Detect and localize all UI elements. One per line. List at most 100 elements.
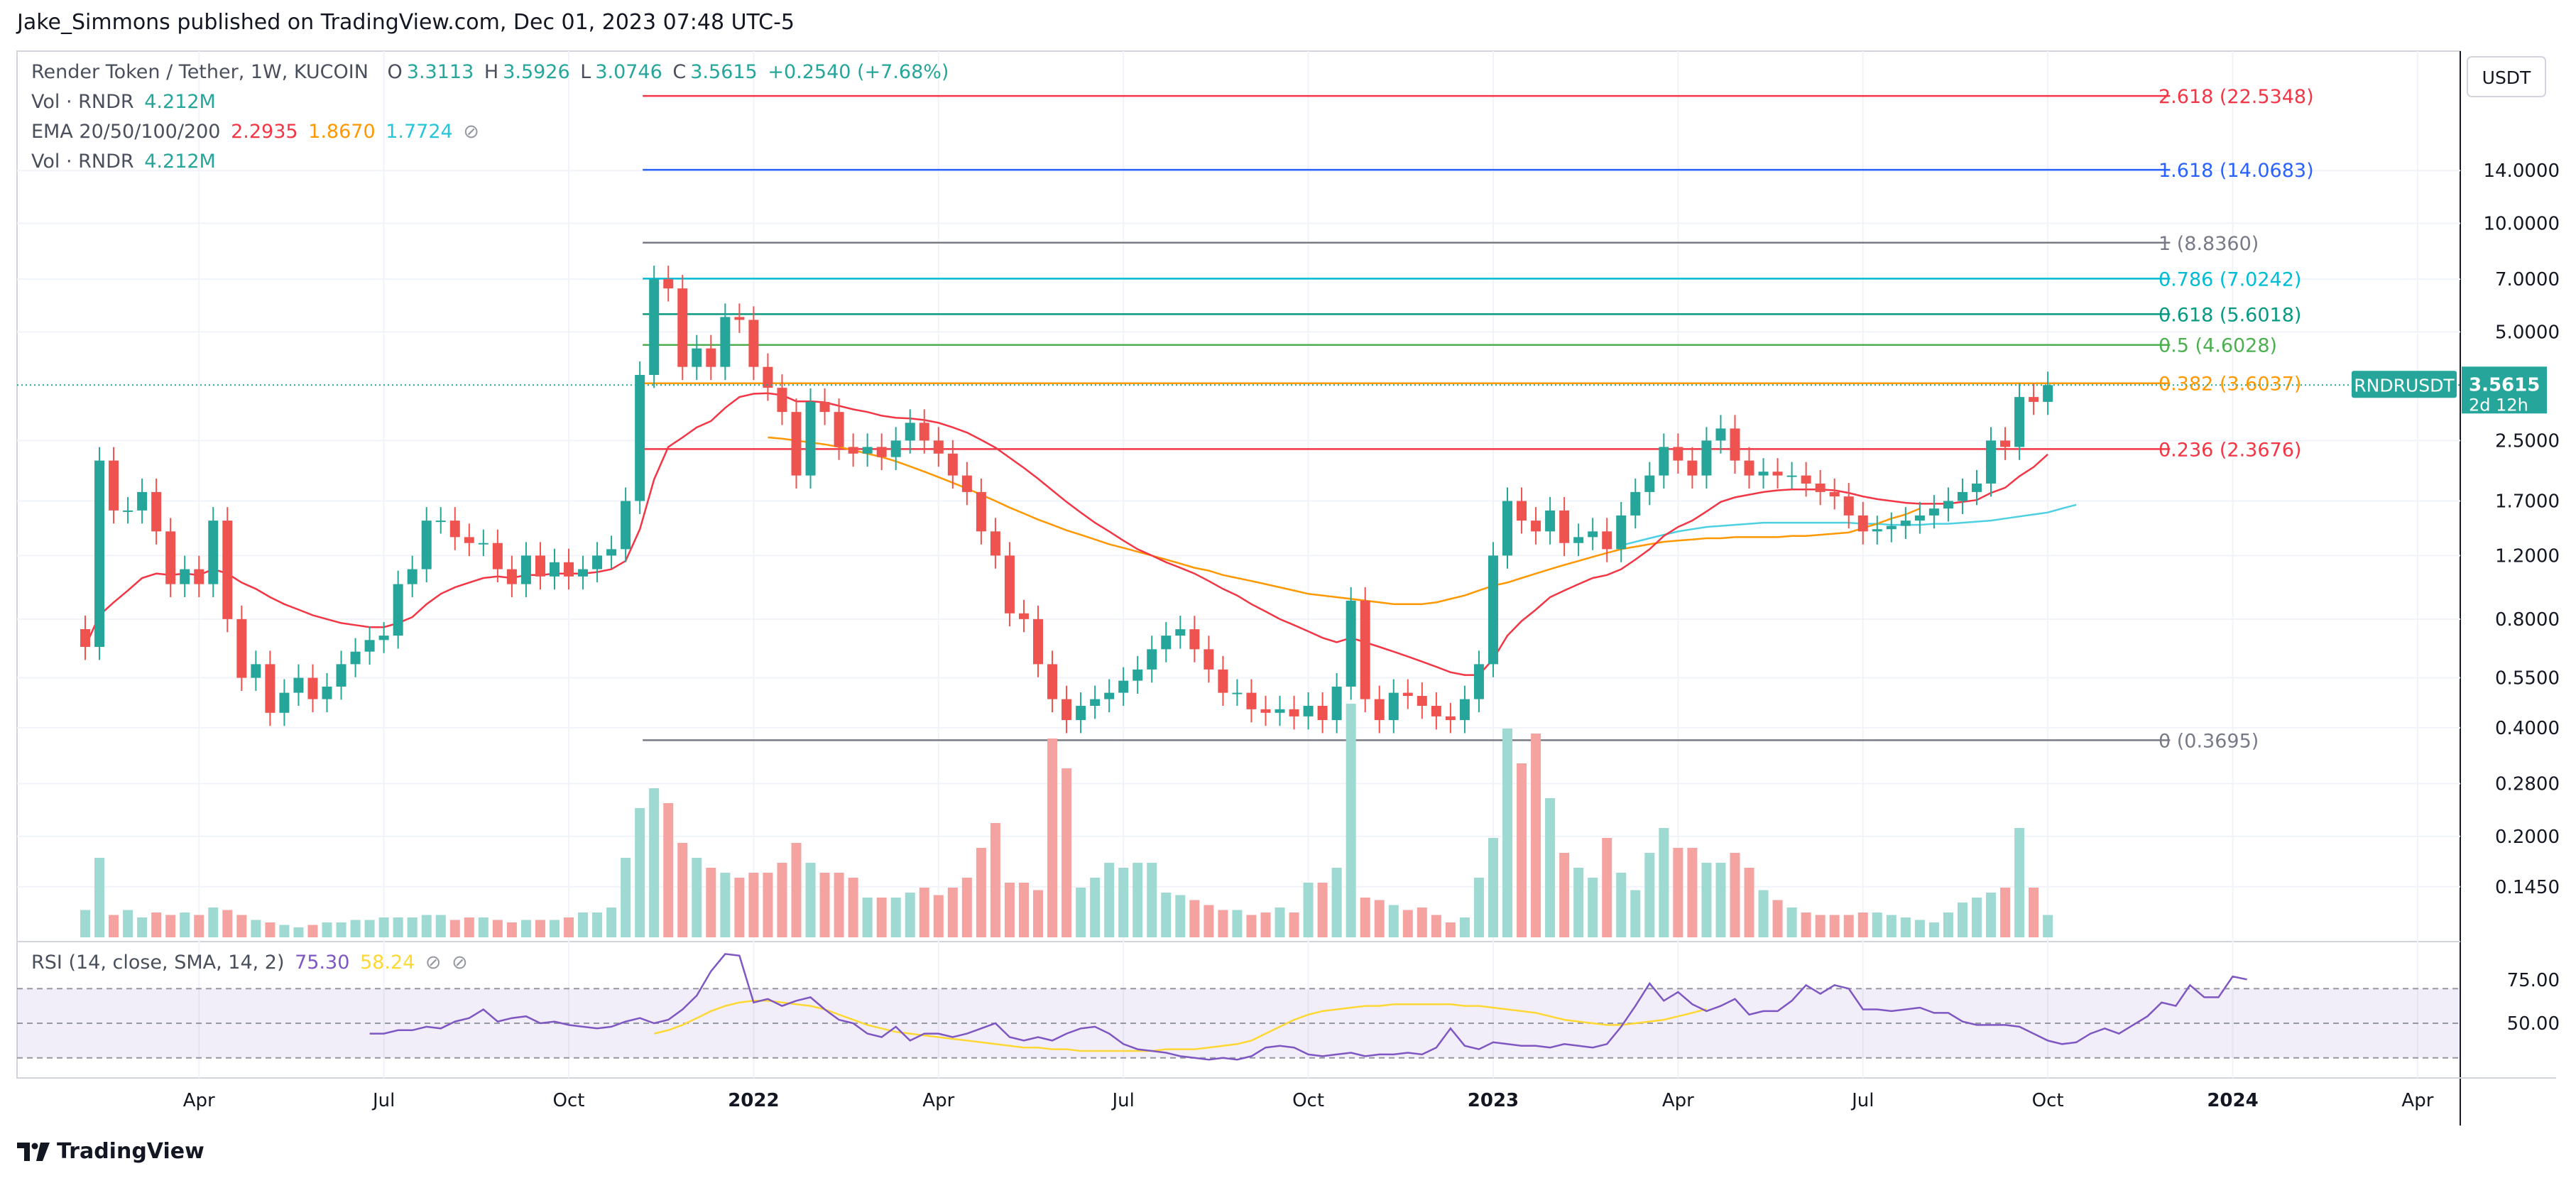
candle-body[interactable] — [364, 640, 375, 652]
candle-body[interactable] — [1473, 664, 1484, 699]
candle-body[interactable] — [1289, 709, 1299, 716]
candle-body[interactable] — [905, 423, 915, 441]
candle-body[interactable] — [435, 521, 446, 523]
candle-body[interactable] — [80, 628, 90, 647]
candle-body[interactable] — [649, 279, 660, 375]
candle-body[interactable] — [1076, 705, 1086, 721]
candle-body[interactable] — [1573, 537, 1584, 543]
candle-body[interactable] — [1801, 475, 1811, 484]
tradingview-brand[interactable]: TradingView — [17, 1139, 204, 1164]
candle-body[interactable] — [1459, 699, 1470, 721]
candle-body[interactable] — [1033, 618, 1044, 665]
candle-body[interactable] — [350, 651, 361, 665]
candle-body[interactable] — [236, 618, 247, 678]
candle-body[interactable] — [1616, 515, 1627, 550]
candle-body[interactable] — [621, 501, 631, 550]
candle-body[interactable] — [763, 366, 773, 388]
candle-body[interactable] — [251, 664, 261, 678]
last-price-tag[interactable] — [2462, 366, 2547, 414]
candle-body[interactable] — [449, 521, 460, 538]
symbol-title[interactable]: Render Token / Tether, 1W, KUCOIN — [31, 61, 369, 83]
candle-body[interactable] — [1360, 600, 1370, 699]
candle-body[interactable] — [1517, 501, 1527, 521]
candle-body[interactable] — [549, 562, 560, 577]
candle-body[interactable] — [1588, 531, 1598, 538]
candle-body[interactable] — [1545, 510, 1556, 532]
candle-body[interactable] — [1331, 686, 1342, 721]
candle-body[interactable] — [1758, 472, 1769, 476]
candle-body[interactable] — [506, 569, 517, 584]
candle-body[interactable] — [1914, 515, 1925, 521]
candle-body[interactable] — [592, 555, 603, 570]
candle-body[interactable] — [1246, 692, 1257, 709]
candle-body[interactable] — [1133, 669, 1143, 681]
candle-body[interactable] — [94, 460, 105, 647]
candle-body[interactable] — [1843, 496, 1854, 516]
candle-body[interactable] — [862, 447, 873, 454]
candle-body[interactable] — [1118, 680, 1129, 693]
candle-body[interactable] — [393, 584, 403, 636]
candle-body[interactable] — [478, 543, 489, 545]
candle-body[interactable] — [1943, 501, 1953, 509]
candle-body[interactable] — [564, 562, 574, 577]
candle-body[interactable] — [919, 423, 929, 441]
candle-body[interactable] — [1260, 709, 1271, 713]
candle-body[interactable] — [1417, 696, 1427, 706]
candle-body[interactable] — [222, 521, 233, 619]
candle-body[interactable] — [1701, 440, 1712, 476]
candle-body[interactable] — [1218, 669, 1228, 693]
candle-body[interactable] — [692, 348, 702, 367]
candle-body[interactable] — [407, 569, 417, 584]
candle-body[interactable] — [876, 447, 887, 457]
candle-body[interactable] — [1431, 705, 1441, 716]
candle-body[interactable] — [2029, 397, 2039, 402]
candle-body[interactable] — [520, 555, 531, 584]
candle-body[interactable] — [1986, 440, 1997, 484]
candle-body[interactable] — [1445, 716, 1456, 721]
candle-body[interactable] — [663, 279, 674, 289]
candle-body[interactable] — [1602, 531, 1612, 550]
candle-body[interactable] — [1275, 709, 1285, 713]
candle-body[interactable] — [151, 491, 162, 532]
vol-label[interactable]: Vol · RNDR — [31, 91, 134, 113]
candle-body[interactable] — [961, 475, 972, 492]
candle-body[interactable] — [1886, 525, 1896, 530]
candle-body[interactable] — [791, 412, 802, 476]
candle-body[interactable] — [1630, 491, 1641, 516]
candle-body[interactable] — [1900, 521, 1911, 526]
currency-button[interactable] — [2467, 56, 2546, 97]
candle-body[interactable] — [109, 460, 119, 511]
candle-body[interactable] — [1488, 555, 1498, 665]
candle-body[interactable] — [1829, 491, 1840, 497]
candle-body[interactable] — [976, 491, 986, 532]
candle-body[interactable] — [1786, 475, 1797, 477]
candle-body[interactable] — [947, 453, 958, 476]
candle-body[interactable] — [421, 521, 432, 570]
candle-body[interactable] — [1303, 705, 1314, 716]
candle-body[interactable] — [1559, 510, 1570, 543]
candle-body[interactable] — [1644, 475, 1655, 492]
candle-body[interactable] — [1189, 629, 1200, 650]
candle-body[interactable] — [123, 510, 133, 512]
candle-body[interactable] — [137, 491, 148, 511]
currency-label[interactable]: USDT — [2482, 67, 2531, 88]
candle-body[interactable] — [748, 320, 759, 367]
candle-body[interactable] — [677, 288, 688, 367]
candle-body[interactable] — [1687, 460, 1698, 476]
candle-body[interactable] — [1673, 447, 1683, 461]
candle-body[interactable] — [933, 440, 944, 454]
candle-body[interactable] — [293, 677, 304, 693]
candle-body[interactable] — [1957, 491, 1968, 501]
candle-body[interactable] — [990, 531, 1000, 556]
candle-body[interactable] — [890, 440, 901, 457]
candle-body[interactable] — [1204, 649, 1214, 670]
candle-body[interactable] — [1090, 699, 1101, 706]
candle-body[interactable] — [635, 374, 645, 501]
candle-body[interactable] — [1928, 508, 1939, 516]
candle-body[interactable] — [378, 636, 389, 641]
candle-body[interactable] — [1402, 692, 1413, 697]
vol-label[interactable]: Vol · RNDR — [31, 151, 134, 173]
candle-body[interactable] — [1971, 483, 1982, 492]
candle-body[interactable] — [1004, 555, 1015, 614]
candle-body[interactable] — [1374, 699, 1385, 721]
